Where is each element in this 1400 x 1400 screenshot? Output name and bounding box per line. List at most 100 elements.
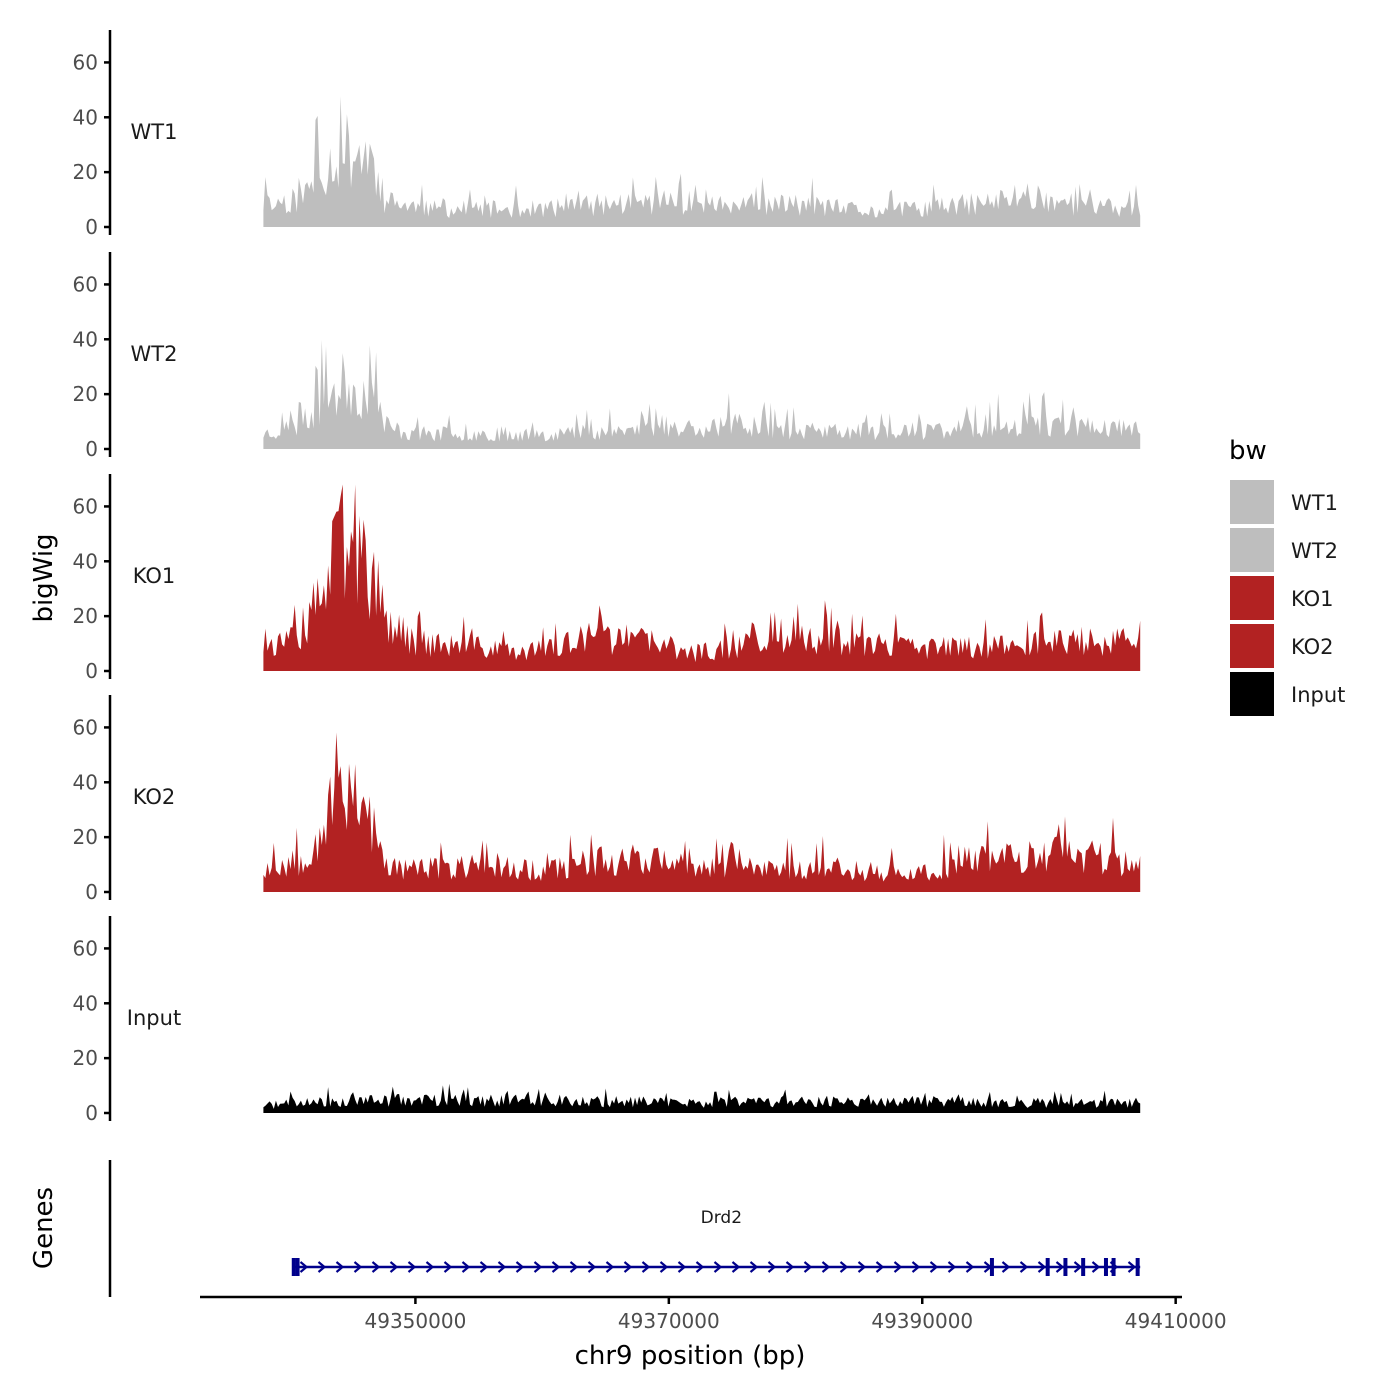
legend-label-wt2: WT2 [1291, 539, 1338, 563]
y-tick-label: 0 [85, 659, 98, 683]
strand-arrow [1127, 1261, 1137, 1273]
x-tick-label: 49390000 [871, 1309, 973, 1333]
strand-arrow [389, 1261, 399, 1273]
strand-arrow [1055, 1261, 1065, 1273]
track-wt1: 0 20 40 60 WT1 [73, 30, 1141, 239]
exon-mark [1111, 1258, 1116, 1276]
x-tick-label: 49370000 [618, 1309, 720, 1333]
exon-mark [291, 1258, 296, 1276]
track-label-input: Input [127, 1006, 181, 1030]
y-tick-label: 40 [73, 105, 98, 129]
y-tick-label: 40 [73, 549, 98, 573]
strand-arrow [875, 1261, 885, 1273]
y-tick-label: 20 [73, 604, 98, 628]
tracks-layer: 0 20 40 60 WT1 0 20 40 60 WT2 0 20 40 60 KO1 0 20 40 60 KO2… [73, 30, 1141, 1125]
legend-label-wt1: WT1 [1291, 491, 1338, 515]
strand-arrow [767, 1261, 777, 1273]
y-tick-label: 0 [85, 215, 98, 239]
genes-layer: Drd2 [108, 1160, 1141, 1297]
y-tick-label: 60 [73, 494, 98, 518]
legend-title: bw [1229, 436, 1267, 466]
legend-label-input: Input [1291, 683, 1345, 707]
exon-mark [1045, 1258, 1050, 1276]
strand-arrow [587, 1261, 597, 1273]
strand-arrow [317, 1261, 327, 1273]
coverage-area-ko2 [263, 732, 1141, 892]
track-label-wt1: WT1 [131, 120, 178, 144]
strand-arrow [299, 1261, 309, 1273]
track-label-wt2: WT2 [131, 342, 178, 366]
strand-arrow [893, 1261, 903, 1273]
y-tick-label: 0 [85, 880, 98, 904]
strand-arrow [461, 1261, 471, 1273]
strand-arrow [479, 1261, 489, 1273]
legend-swatch-ko2 [1230, 624, 1274, 668]
strand-arrow [371, 1261, 381, 1273]
strand-arrow [533, 1261, 543, 1273]
legend-swatch-ko1 [1230, 576, 1274, 620]
track-ko2: 0 20 40 60 KO2 [73, 695, 1141, 904]
strand-arrow [407, 1261, 417, 1273]
strand-arrow [641, 1261, 651, 1273]
gene-drd2: Drd2 [291, 1208, 1141, 1276]
y-axis-title: bigWig [29, 533, 59, 622]
strand-arrow [821, 1261, 831, 1273]
exon-mark [1063, 1258, 1068, 1276]
coverage-area-wt2 [263, 339, 1141, 449]
exon-mark [1103, 1258, 1108, 1276]
y-tick-label: 20 [73, 160, 98, 184]
strand-arrow [677, 1261, 687, 1273]
strand-arrow [803, 1261, 813, 1273]
strand-arrow [515, 1261, 525, 1273]
strand-arrow [1019, 1261, 1029, 1273]
exon-mark [1081, 1258, 1086, 1276]
track-label-ko1: KO1 [133, 564, 176, 588]
legend-swatch-wt2 [1230, 528, 1274, 572]
strand-arrow [839, 1261, 849, 1273]
strand-arrow [1091, 1261, 1101, 1273]
strand-arrow [731, 1261, 741, 1273]
x-axis: 49350000 49370000 49390000 49410000 [200, 1295, 1227, 1333]
y-tick-label: 60 [73, 272, 98, 296]
strand-arrow [695, 1261, 705, 1273]
legend-items: WT1 WT2 KO1 KO2 Input [1230, 480, 1345, 716]
strand-arrow [929, 1261, 939, 1273]
y-tick-label: 20 [73, 382, 98, 406]
coverage-area-input [263, 1083, 1141, 1113]
y-tick-label: 40 [73, 991, 98, 1015]
legend-swatch-input [1230, 672, 1274, 716]
strand-arrow [1001, 1261, 1011, 1273]
gene-name-label: Drd2 [701, 1208, 742, 1228]
y-tick-label: 0 [85, 437, 98, 461]
strand-arrow [335, 1261, 345, 1273]
strand-arrow [785, 1261, 795, 1273]
genes-axis-title: Genes [29, 1187, 59, 1269]
strand-arrow [965, 1261, 975, 1273]
y-tick-label: 20 [73, 825, 98, 849]
exon-mark [1135, 1258, 1140, 1276]
coverage-area-ko1 [263, 484, 1141, 671]
track-wt2: 0 20 40 60 WT2 [73, 252, 1141, 461]
strand-arrow [911, 1261, 921, 1273]
y-tick-label: 40 [73, 327, 98, 351]
strand-arrow [605, 1261, 615, 1273]
strand-arrow [659, 1261, 669, 1273]
legend-swatch-wt1 [1230, 480, 1274, 524]
exon-mark [989, 1258, 994, 1276]
strand-arrow [857, 1261, 867, 1273]
strand-arrow [623, 1261, 633, 1273]
strand-arrow [497, 1261, 507, 1273]
strand-arrow [425, 1261, 435, 1273]
x-tick-label: 49410000 [1125, 1309, 1227, 1333]
strand-arrow [1037, 1261, 1047, 1273]
strand-arrow [353, 1261, 363, 1273]
y-tick-label: 0 [85, 1101, 98, 1125]
track-label-ko2: KO2 [133, 785, 176, 809]
legend-label-ko1: KO1 [1291, 587, 1334, 611]
legend-label-ko2: KO2 [1291, 635, 1334, 659]
track-input: 0 20 40 60 Input [73, 916, 1141, 1125]
y-tick-label: 60 [73, 936, 98, 960]
track-ko1: 0 20 40 60 KO1 [73, 474, 1141, 683]
coverage-area-wt1 [263, 96, 1141, 227]
